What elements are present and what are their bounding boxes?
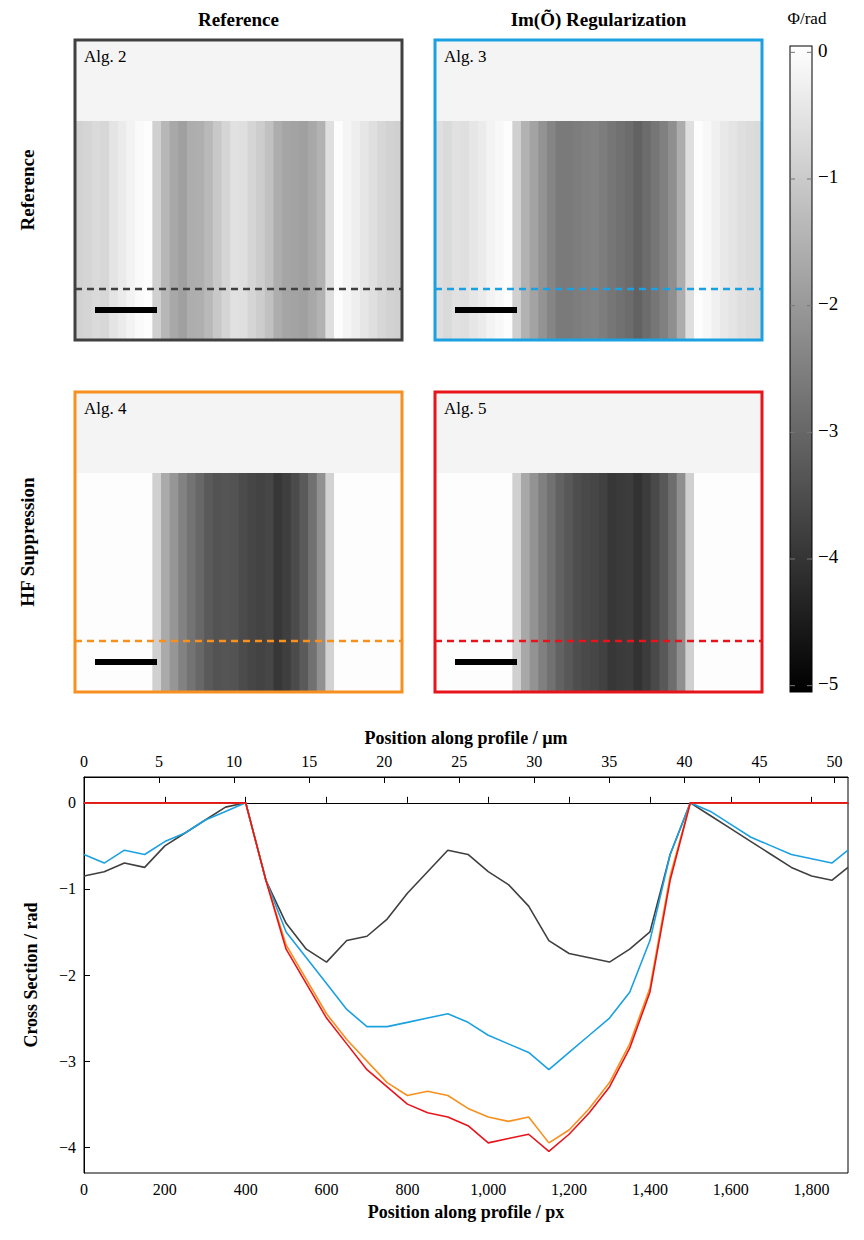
svg-text:Cross Section / rad: Cross Section / rad xyxy=(21,902,41,1047)
svg-text:−5: −5 xyxy=(818,673,838,694)
svg-text:200: 200 xyxy=(153,1181,177,1198)
svg-text:Alg. 2: Alg. 2 xyxy=(84,47,127,66)
svg-text:Im(Õ) Regularization: Im(Õ) Regularization xyxy=(511,9,687,31)
svg-text:−3: −3 xyxy=(59,1053,76,1070)
svg-text:Position along profile / µm: Position along profile / µm xyxy=(364,728,567,748)
svg-text:−3: −3 xyxy=(818,420,838,441)
svg-text:1,200: 1,200 xyxy=(551,1181,587,1198)
svg-text:35: 35 xyxy=(601,753,617,770)
svg-text:15: 15 xyxy=(301,753,317,770)
svg-text:0: 0 xyxy=(68,794,76,811)
svg-text:30: 30 xyxy=(526,753,542,770)
svg-text:−2: −2 xyxy=(818,293,838,314)
svg-text:Position along profile / px: Position along profile / px xyxy=(368,1202,565,1222)
svg-text:0: 0 xyxy=(818,40,828,61)
svg-text:−1: −1 xyxy=(818,166,838,187)
svg-text:0: 0 xyxy=(80,753,88,770)
svg-text:20: 20 xyxy=(376,753,392,770)
svg-text:40: 40 xyxy=(676,753,692,770)
svg-text:400: 400 xyxy=(234,1181,258,1198)
svg-text:−4: −4 xyxy=(59,1139,76,1156)
svg-text:Alg. 4: Alg. 4 xyxy=(84,399,127,418)
svg-text:0: 0 xyxy=(80,1181,88,1198)
svg-text:1,000: 1,000 xyxy=(470,1181,506,1198)
svg-text:600: 600 xyxy=(315,1181,339,1198)
svg-text:1,600: 1,600 xyxy=(713,1181,749,1198)
svg-text:Alg. 5: Alg. 5 xyxy=(444,399,487,418)
svg-text:Φ/rad: Φ/rad xyxy=(788,9,827,28)
svg-text:Reference: Reference xyxy=(198,9,279,30)
svg-text:−1: −1 xyxy=(59,880,76,897)
svg-text:10: 10 xyxy=(226,753,242,770)
svg-text:25: 25 xyxy=(451,753,467,770)
svg-text:50: 50 xyxy=(826,753,842,770)
svg-text:−4: −4 xyxy=(818,546,839,567)
svg-text:1,400: 1,400 xyxy=(632,1181,668,1198)
svg-text:5: 5 xyxy=(155,753,163,770)
svg-text:Alg. 3: Alg. 3 xyxy=(444,47,487,66)
svg-text:45: 45 xyxy=(751,753,767,770)
svg-text:Reference: Reference xyxy=(17,150,38,231)
svg-text:1,800: 1,800 xyxy=(794,1181,830,1198)
svg-text:−2: −2 xyxy=(59,967,76,984)
svg-text:800: 800 xyxy=(395,1181,419,1198)
svg-text:HF Suppression: HF Suppression xyxy=(17,477,38,607)
